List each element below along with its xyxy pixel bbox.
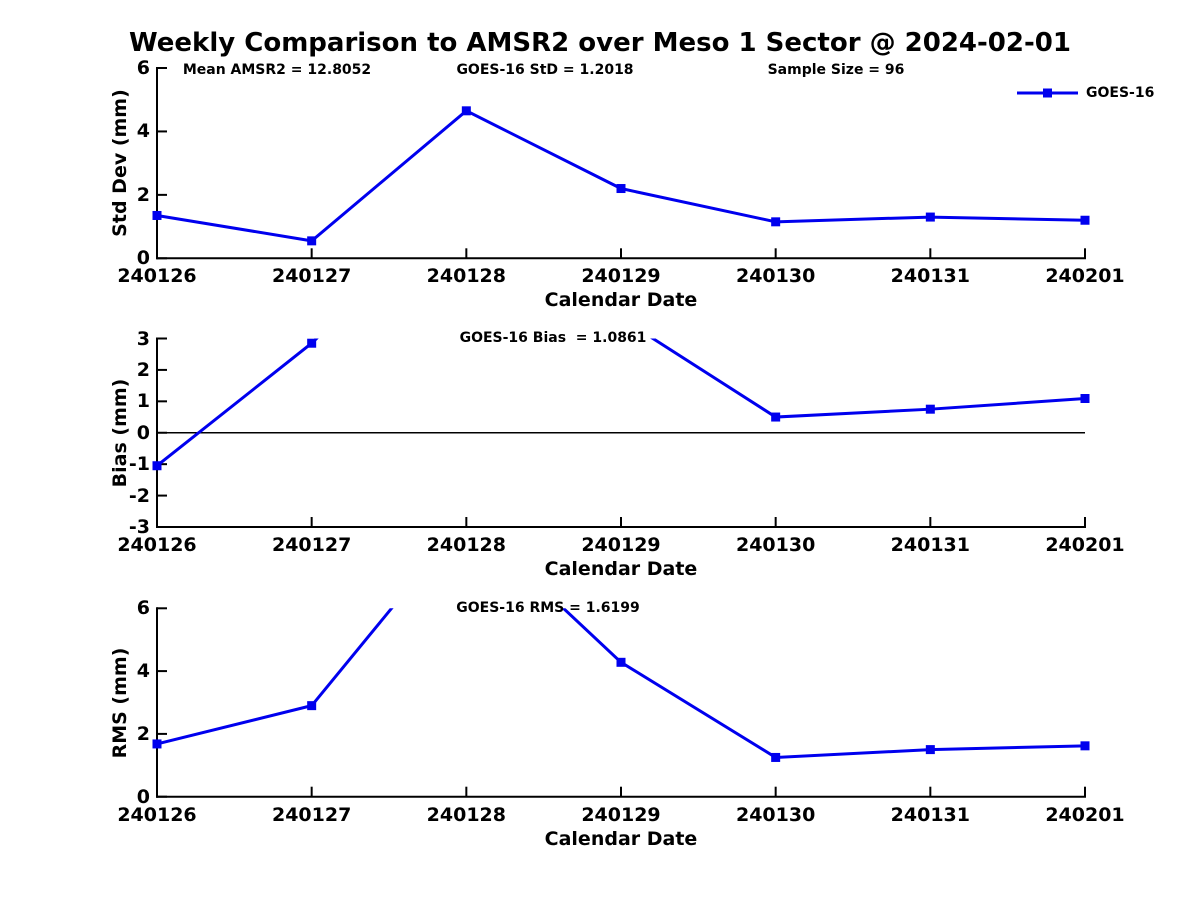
chart-stddev-xtick-label: 240129 <box>581 265 661 288</box>
chart-stddev-marker <box>925 212 935 222</box>
chart-rms-ytick-label: 4 <box>136 660 150 683</box>
chart-bias-marker <box>925 404 935 414</box>
chart-stddev-marker <box>152 210 162 220</box>
chart-bias-ytick-label: -2 <box>128 484 150 507</box>
chart-rms-marker <box>616 657 626 667</box>
chart-rms-xaxis-title: Calendar Date <box>544 827 698 850</box>
chart-bias-ytick-label: -1 <box>128 453 150 476</box>
chart-bias-xtick-label: 240201 <box>1045 534 1125 556</box>
chart-bias-xtick-label: 240129 <box>581 534 661 556</box>
chart-bias-ytick-label: 3 <box>136 327 150 350</box>
chart-bias-marker <box>1080 394 1090 404</box>
chart-rms-annotation: GOES-16 RMS = 1.6199 <box>456 600 640 616</box>
chart-bias-xtick-label: 240128 <box>426 534 506 556</box>
chart-stddev-yaxis-title: Std Dev (mm) <box>109 89 131 237</box>
chart-stddev-ytick-label: 2 <box>136 183 150 206</box>
chart-rms-marker <box>925 745 935 755</box>
chart-bias-xtick-label: 240127 <box>271 534 352 556</box>
chart-rms-marker <box>771 752 781 762</box>
chart-stddev-marker <box>771 217 781 227</box>
chart-stddev-annotation: Sample Size = 96 <box>767 62 905 78</box>
chart-stddev-xtick-label: 240201 <box>1045 265 1125 288</box>
chart-stddev-ytick-label: 0 <box>136 247 150 270</box>
chart-stddev-annotation: GOES-16 StD = 1.2018 <box>456 62 634 78</box>
chart-stddev-xaxis-title: Calendar Date <box>544 289 698 312</box>
chart-stddev-marker <box>307 236 317 246</box>
chart-rms-marker <box>1080 741 1090 751</box>
chart-rms-xtick-label: 240127 <box>271 803 352 826</box>
chart-rms-xtick-label: 240130 <box>735 803 816 826</box>
chart-bias-marker <box>617 314 626 323</box>
chart-stddev-marker <box>616 184 626 194</box>
chart-bias-xtick-label: 240131 <box>890 534 970 556</box>
chart-stddev-data-line <box>156 109 1086 243</box>
chart-stddev-marker <box>461 106 471 116</box>
chart-stddev-xtick-label: 240126 <box>117 265 197 288</box>
chart-bias-ytick-label: 0 <box>136 421 150 444</box>
chart-rms-xtick-label: 240201 <box>1045 803 1125 826</box>
chart-rms-ytick-label: 6 <box>136 597 150 620</box>
chart-rms-yaxis-title: RMS (mm) <box>109 647 131 758</box>
chart-stddev-ytick-label: 4 <box>136 120 150 143</box>
chart-bias-xtick-label: 240130 <box>735 534 816 556</box>
chart-bias-ytick-label: 2 <box>136 358 150 381</box>
legend-label: GOES-16 <box>1086 85 1155 101</box>
legend-marker-sample <box>1043 88 1052 98</box>
chart-bias-xtick-label: 240126 <box>117 534 197 556</box>
chart-stddev-xtick-label: 240128 <box>426 265 506 288</box>
chart-bias-annotation: GOES-16 Bias = 1.0861 <box>459 330 647 346</box>
chart-rms-xtick-label: 240129 <box>581 803 661 826</box>
chart-bias-xaxis-title: Calendar Date <box>544 558 698 580</box>
chart-stddev-ytick-label: 6 <box>136 57 150 79</box>
chart-stddev-xtick-label: 240127 <box>271 265 352 288</box>
chart-stddev-marker <box>1080 215 1090 225</box>
chart-bias-ytick-label: 1 <box>136 390 150 413</box>
chart-bias-marker <box>307 338 317 348</box>
chart-stddev-xtick-label: 240131 <box>890 265 970 288</box>
chart-rms-marker <box>152 739 162 749</box>
chart-stddev-annotation: Mean AMSR2 = 12.8052 <box>182 62 372 78</box>
chart-rms-ytick-label: 0 <box>136 785 150 808</box>
chart-rms-ytick-label: 2 <box>136 722 150 745</box>
chart-rms-xtick-label: 240126 <box>117 803 197 826</box>
chart-title: Weekly Comparison to AMSR2 over Meso 1 S… <box>129 28 1071 58</box>
chart-stddev-xtick-label: 240130 <box>735 265 816 288</box>
chart-bias-ytick-label: -3 <box>128 516 150 538</box>
chart-rms-xtick-label: 240128 <box>426 803 506 826</box>
chart-bias-marker <box>152 461 162 471</box>
chart-rms-xtick-label: 240131 <box>890 803 970 826</box>
chart-rms-marker <box>307 701 317 711</box>
chart-bias-yaxis-title: Bias (mm) <box>109 378 131 488</box>
chart-bias-marker <box>771 412 781 422</box>
chart-bias-marker <box>462 189 471 198</box>
